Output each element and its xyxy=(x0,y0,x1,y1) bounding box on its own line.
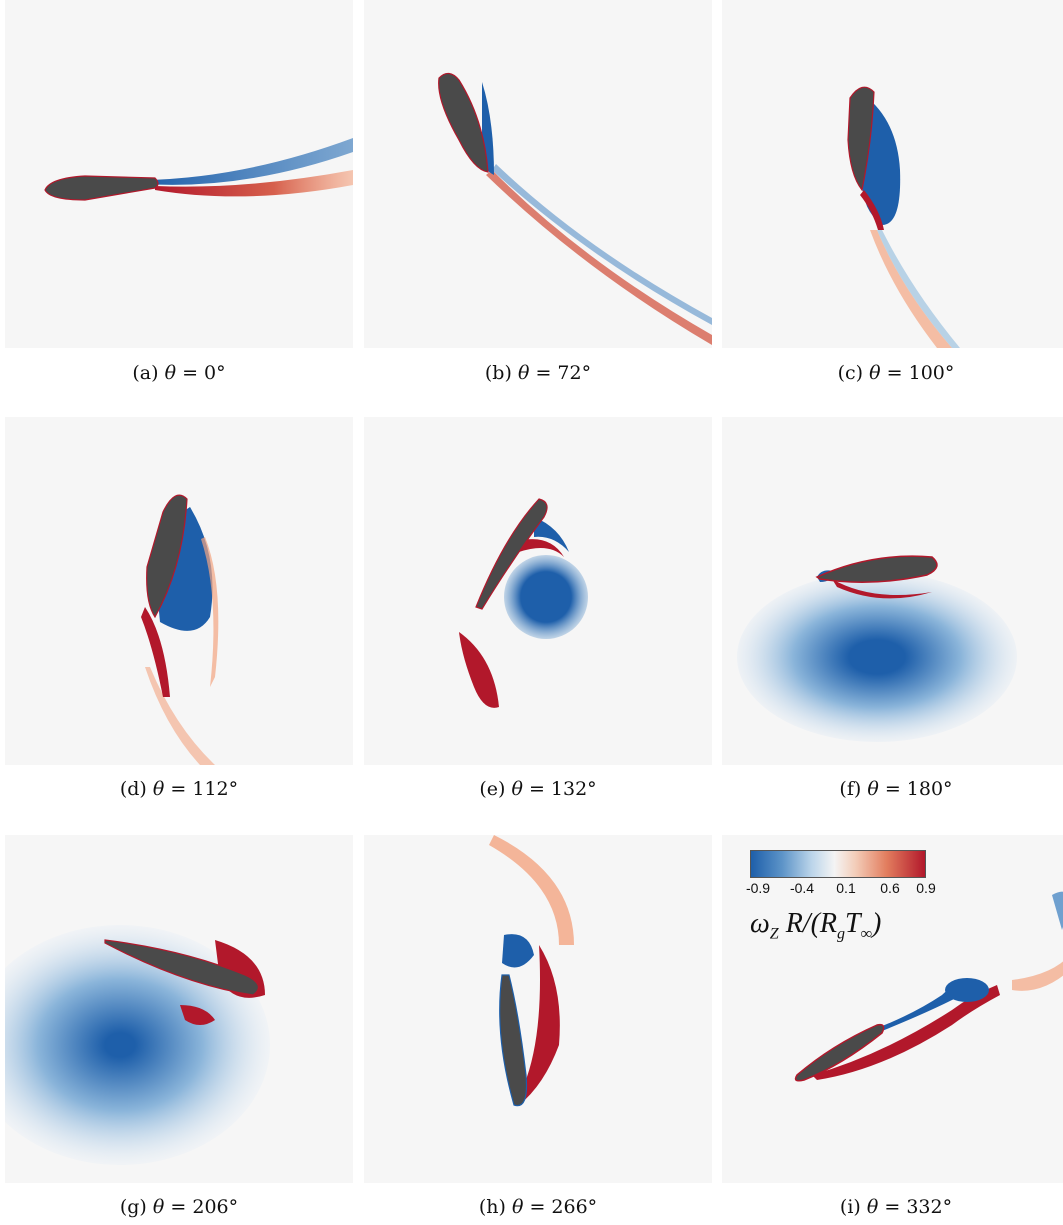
panel-a xyxy=(5,0,353,348)
caption-f: (f) θ = 180° xyxy=(839,778,953,800)
colorbar-ticks: -0.9 -0.4 0.1 0.6 0.9 xyxy=(746,880,940,898)
panel-f xyxy=(722,417,1063,765)
panel-g xyxy=(5,835,353,1183)
caption-c: (c) θ = 100° xyxy=(837,362,955,384)
colorbar-tick: -0.9 xyxy=(745,880,771,896)
panel-d xyxy=(5,417,353,765)
panel-i xyxy=(722,835,1063,1183)
colorbar-gradient xyxy=(750,850,926,878)
vorticity-field-e xyxy=(459,498,588,708)
caption-i: (i) θ = 332° xyxy=(839,1196,953,1218)
vorticity-field-g xyxy=(5,925,270,1165)
caption-a: (a) θ = 0° xyxy=(132,362,226,384)
caption-b: (b) θ = 72° xyxy=(484,362,592,384)
vorticity-field-c xyxy=(847,86,960,348)
panel-e xyxy=(364,417,712,765)
vorticity-field-i xyxy=(794,891,1063,1082)
colorbar-tick: 0.1 xyxy=(836,880,856,896)
vorticity-field-h xyxy=(489,835,574,1107)
vorticity-field-b xyxy=(438,72,712,345)
panel-b xyxy=(364,0,712,348)
caption-d: (d) θ = 112° xyxy=(119,778,239,800)
colorbar: -0.9 -0.4 0.1 0.6 0.9 ωZ R/(RgT∞) xyxy=(746,850,950,944)
vorticity-field-f xyxy=(737,555,1017,742)
vorticity-field-d xyxy=(141,494,219,765)
colorbar-tick: 0.9 xyxy=(916,880,936,896)
colorbar-tick: 0.6 xyxy=(880,880,900,896)
caption-e: (e) θ = 132° xyxy=(479,778,597,800)
caption-g: (g) θ = 206° xyxy=(119,1196,239,1218)
panel-h xyxy=(364,835,712,1183)
colorbar-tick: -0.4 xyxy=(789,880,815,896)
vorticity-field-a xyxy=(44,138,353,201)
colorbar-label: ωZ R/(RgT∞) xyxy=(750,908,882,943)
panel-c xyxy=(722,0,1063,348)
caption-h: (h) θ = 266° xyxy=(478,1196,598,1218)
